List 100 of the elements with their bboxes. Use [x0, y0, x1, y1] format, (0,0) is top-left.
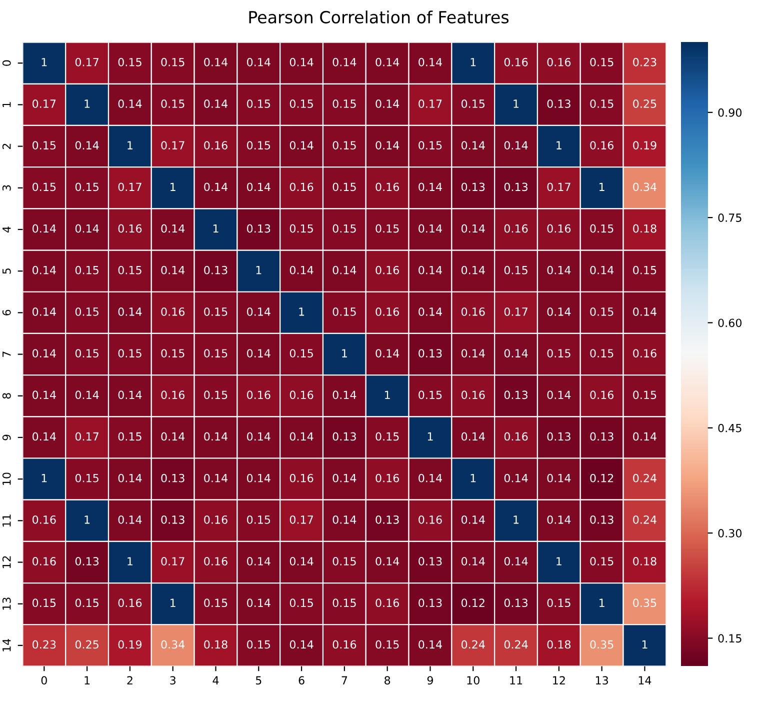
color-bar-label: 0.15 — [718, 634, 742, 643]
data-label: 0.14 — [204, 100, 228, 108]
data-label: 0.14 — [290, 266, 314, 274]
data-label: 0.14 — [32, 432, 56, 441]
data-label: 0.18 — [547, 640, 571, 649]
data-label: 1 — [42, 474, 47, 482]
data-label: 0.15 — [290, 100, 313, 108]
data-label: 0.16 — [290, 390, 314, 400]
data-label: 0.17 — [161, 557, 184, 566]
data-label: 0.14 — [547, 307, 571, 316]
data-label: 0.35 — [590, 640, 614, 649]
y-tick-label: 7 — [2, 352, 11, 357]
data-label: 0.16 — [118, 224, 142, 233]
data-label: 0.16 — [32, 557, 56, 566]
data-label: 0.24 — [461, 640, 485, 649]
chart-title: Pearson Correlation of Features — [249, 10, 509, 24]
y-tick-label: 2 — [2, 144, 11, 150]
data-label: 0.17 — [418, 100, 442, 108]
data-label: 0.16 — [32, 515, 56, 524]
x-tick-label: 2 — [127, 676, 132, 684]
data-label: 0.18 — [204, 640, 228, 649]
data-label: 0.16 — [376, 307, 399, 316]
data-label: 0.15 — [504, 266, 528, 274]
data-label: 0.14 — [247, 58, 270, 66]
data-label: 0.14 — [418, 58, 442, 66]
data-label: 0.15 — [32, 141, 56, 150]
data-label: 0.14 — [32, 224, 56, 233]
data-label: 0.14 — [118, 100, 142, 108]
color-bar-label: 0.75 — [718, 214, 742, 222]
x-tick-label: 14 — [638, 676, 652, 684]
x-tick-label: 12 — [553, 676, 565, 684]
y-tick-label: 0 — [2, 60, 11, 66]
data-label: 0.15 — [75, 474, 98, 482]
data-label: 1 — [514, 100, 519, 108]
data-label: 0.14 — [376, 100, 400, 108]
data-label: 0.17 — [75, 432, 98, 441]
data-label: 0.13 — [332, 432, 356, 441]
color-bar-label: 0.90 — [718, 108, 742, 117]
data-label: 0.35 — [633, 598, 656, 608]
data-label: 0.16 — [547, 224, 571, 233]
data-label: 0.14 — [547, 474, 571, 482]
data-label: 0.13 — [418, 598, 442, 608]
data-label: 0.14 — [461, 349, 485, 358]
data-label: 0.16 — [590, 390, 614, 400]
data-label: 0.17 — [161, 141, 184, 150]
data-label: 0.15 — [461, 100, 485, 108]
data-label: 0.16 — [118, 598, 142, 608]
data-label: 0.16 — [204, 141, 228, 150]
data-label: 0.15 — [118, 58, 142, 66]
data-label: 0.14 — [461, 224, 485, 233]
data-label: 0.13 — [504, 182, 528, 192]
data-label: 0.15 — [332, 307, 356, 316]
data-label: 0.14 — [118, 474, 142, 482]
x-tick-label: 6 — [298, 676, 304, 685]
data-label: 0.16 — [204, 515, 228, 524]
data-label: 0.16 — [332, 640, 356, 649]
data-label: 0.15 — [590, 557, 614, 566]
data-label: 1 — [470, 58, 476, 66]
data-label: 0.15 — [332, 224, 356, 233]
data-label: 1 — [170, 598, 176, 607]
data-label: 0.14 — [418, 640, 442, 649]
data-label: 0.16 — [376, 598, 399, 608]
data-label: 0.15 — [204, 349, 228, 358]
data-label: 0.14 — [504, 349, 528, 358]
data-label: 0.13 — [547, 432, 570, 441]
data-label: 0.16 — [547, 58, 571, 66]
data-label: 0.14 — [332, 266, 356, 274]
data-label: 0.16 — [161, 307, 185, 316]
data-label: 0.14 — [332, 474, 356, 482]
data-label: 0.15 — [547, 349, 570, 358]
data-label: 1 — [600, 182, 604, 191]
data-label: 0.14 — [118, 390, 142, 400]
data-label: 0.24 — [633, 515, 656, 524]
data-label: 1 — [428, 432, 433, 441]
data-label: 0.13 — [461, 182, 485, 192]
data-label: 0.14 — [418, 266, 442, 274]
data-label: 0.15 — [75, 598, 98, 608]
data-label: 0.18 — [633, 224, 656, 233]
data-label: 0.15 — [332, 100, 356, 108]
data-label: 0.25 — [75, 640, 98, 649]
data-label: 1 — [385, 390, 390, 399]
data-label: 0.15 — [332, 141, 356, 150]
data-label: 0.14 — [290, 640, 314, 649]
data-label: 0.17 — [32, 100, 56, 108]
data-label: 0.14 — [161, 266, 185, 274]
data-label: 0.14 — [547, 515, 571, 524]
data-label: 0.14 — [332, 390, 356, 400]
data-label: 0.13 — [75, 557, 99, 566]
data-label: 1 — [213, 224, 218, 233]
x-tick-label: 0 — [41, 676, 47, 685]
data-label: 0.14 — [75, 141, 99, 150]
data-label: 1 — [128, 141, 132, 150]
data-label: 0.15 — [75, 307, 98, 316]
data-label: 0.14 — [590, 266, 614, 274]
data-label: 0.17 — [118, 182, 142, 192]
data-label: 0.15 — [247, 640, 270, 649]
data-label: 1 — [642, 640, 648, 648]
data-label: 0.16 — [376, 266, 399, 274]
data-label: 0.13 — [590, 515, 614, 524]
data-label: 0.14 — [332, 515, 356, 524]
